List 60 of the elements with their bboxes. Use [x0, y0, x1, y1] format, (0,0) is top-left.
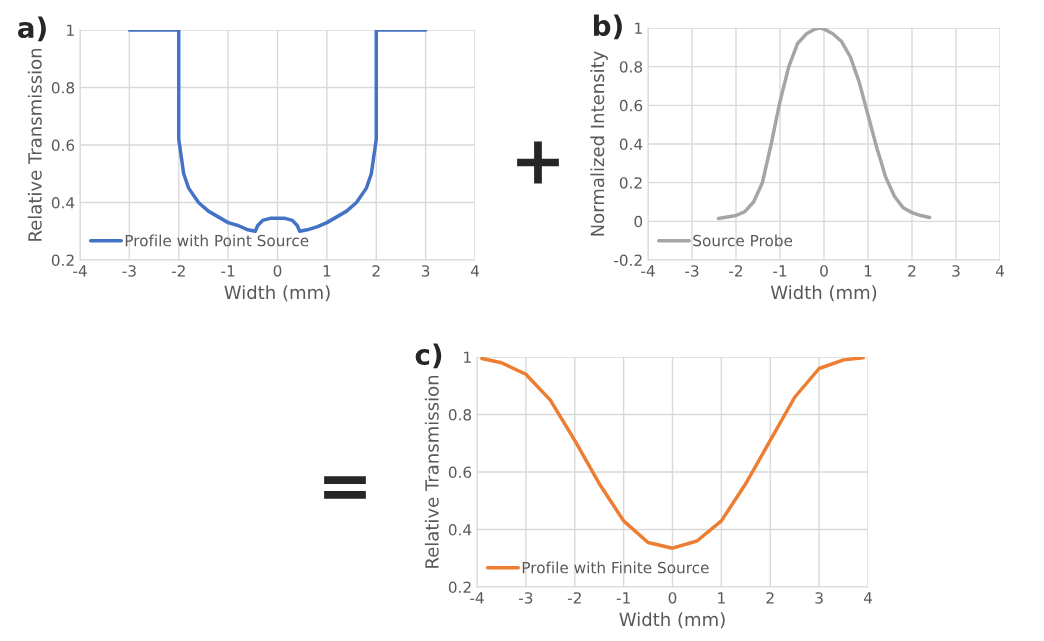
y-tick-label: -0.2	[614, 254, 642, 267]
x-tick-label: -3	[685, 265, 699, 277]
text: =	[324, 476, 366, 499]
x-tick-label: 4	[470, 265, 479, 277]
chart-title: a)	[17, 16, 46, 42]
x-tick-label: -2	[171, 265, 185, 277]
x-tick-label: -3	[122, 265, 136, 277]
x-tick-label: -4	[470, 592, 484, 604]
x-tick-label: -4	[73, 265, 87, 277]
x-axis-title: Width (mm)	[224, 285, 330, 302]
x-tick-label: -2	[567, 592, 581, 604]
y-tick-label: 0.4	[619, 138, 643, 151]
legend-label: Source Probe	[693, 234, 793, 247]
text: +	[517, 141, 559, 184]
x-tick-label: 2	[908, 265, 916, 277]
x-tick-label: 4	[863, 592, 872, 604]
y-tick-label: 0.8	[448, 408, 472, 421]
x-tick-label: 0	[820, 265, 828, 277]
legend-label: Profile with Finite Source	[522, 561, 709, 574]
x-axis-title: Width (mm)	[770, 285, 877, 302]
x-tick-label: 4	[995, 265, 1004, 277]
x-tick-label: -1	[221, 265, 235, 277]
x-tick-label: 3	[952, 265, 960, 277]
chart-title: b)	[594, 14, 622, 40]
y-axis-title: Relative Transmission	[424, 375, 439, 568]
x-axis-title: Width (mm)	[619, 612, 725, 629]
x-tick-label: 1	[718, 592, 725, 604]
chart-title: c)	[415, 343, 442, 369]
x-tick-label: 0	[273, 265, 282, 277]
y-tick-label: 0.6	[448, 466, 472, 479]
y-tick-label: 1	[67, 24, 74, 36]
y-axis-title: Relative Transmission	[27, 48, 42, 241]
y-axis-title: Normalized Intensity	[590, 51, 608, 236]
x-tick-label: -1	[616, 592, 630, 604]
y-tick-label: 0.4	[51, 196, 75, 209]
x-tick-label: 1	[323, 265, 331, 277]
y-tick-label: 0.8	[51, 81, 75, 94]
y-tick-label: 0.2	[51, 254, 74, 267]
x-tick-label: 1	[864, 265, 872, 277]
x-tick-label: 2	[372, 265, 380, 277]
x-tick-label: -4	[641, 265, 655, 277]
y-tick-label: 0.2	[448, 581, 471, 594]
line-series	[716, 28, 932, 221]
y-tick-label: 0.8	[619, 61, 643, 73]
y-tick-label: 0.4	[448, 523, 472, 536]
legend-label: Profile with Point Source	[125, 234, 309, 247]
y-tick-label: 1	[464, 351, 471, 363]
x-tick-label: -1	[773, 265, 787, 277]
y-tick-label: 0.2	[619, 177, 642, 189]
x-tick-label: 3	[815, 592, 823, 604]
x-tick-label: 2	[766, 592, 774, 604]
line-series	[127, 30, 428, 233]
x-tick-label: -3	[519, 592, 533, 604]
y-tick-label: 0.6	[51, 139, 75, 152]
y-tick-label: 0.6	[619, 99, 643, 112]
y-tick-label: 1	[635, 22, 642, 34]
x-tick-label: 0	[668, 592, 677, 604]
y-tick-label: 0	[634, 215, 643, 228]
x-tick-label: 3	[421, 265, 430, 277]
x-tick-label: -2	[729, 265, 743, 277]
